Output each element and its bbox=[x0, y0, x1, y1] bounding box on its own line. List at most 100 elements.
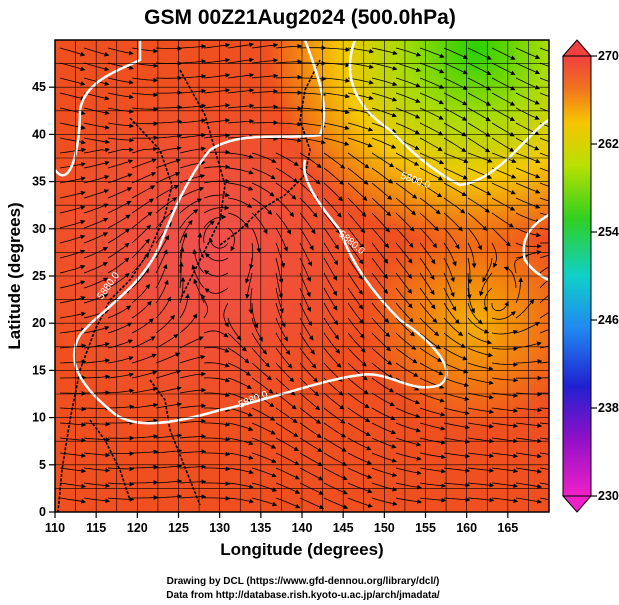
streamline bbox=[203, 346, 230, 353]
streamline bbox=[227, 467, 254, 475]
streamline bbox=[515, 47, 541, 59]
colorbar-tick-label: 246 bbox=[598, 313, 619, 327]
streamline bbox=[467, 122, 491, 137]
streamline bbox=[131, 92, 159, 98]
streamline bbox=[371, 317, 391, 338]
streamline bbox=[107, 305, 132, 319]
streamline bbox=[395, 407, 421, 419]
colorbar-tick-label: 238 bbox=[598, 401, 619, 415]
streamline bbox=[83, 62, 110, 72]
streamline bbox=[59, 280, 86, 289]
streamline bbox=[59, 47, 86, 57]
streamline bbox=[107, 257, 130, 274]
streamline bbox=[371, 152, 395, 168]
streamline bbox=[275, 362, 295, 383]
streamline bbox=[371, 47, 398, 56]
streamline bbox=[131, 386, 158, 394]
streamline bbox=[323, 167, 345, 185]
x-tick-label: 150 bbox=[374, 521, 395, 535]
streamline bbox=[323, 77, 351, 83]
streamline bbox=[491, 329, 518, 335]
streamline bbox=[59, 497, 87, 504]
streamline bbox=[227, 212, 249, 229]
streamline bbox=[179, 246, 185, 274]
streamline bbox=[203, 118, 231, 124]
streamline bbox=[395, 362, 419, 377]
streamline bbox=[443, 452, 471, 459]
streamline bbox=[371, 452, 397, 463]
streamline bbox=[395, 302, 414, 323]
streamline bbox=[419, 212, 439, 232]
streamline bbox=[107, 356, 134, 364]
streamline bbox=[491, 212, 515, 228]
streamline bbox=[371, 482, 398, 492]
streamline bbox=[204, 436, 231, 442]
streamline bbox=[491, 392, 519, 398]
streamline bbox=[204, 481, 231, 487]
streamline bbox=[108, 420, 135, 425]
streamline bbox=[131, 198, 155, 214]
streamline bbox=[371, 107, 397, 118]
streamline bbox=[395, 152, 420, 166]
colorbar-tick-label: 262 bbox=[598, 137, 619, 151]
streamline bbox=[539, 167, 549, 172]
streamline bbox=[371, 302, 390, 324]
streamline bbox=[83, 175, 110, 184]
streamline bbox=[483, 287, 493, 312]
streamline bbox=[59, 92, 86, 101]
streamline bbox=[155, 158, 181, 169]
streamline bbox=[347, 467, 373, 479]
streamline bbox=[491, 197, 516, 211]
streamline bbox=[539, 77, 549, 82]
streamline bbox=[539, 422, 549, 425]
streamline bbox=[491, 362, 519, 368]
streamline bbox=[227, 437, 254, 446]
streamline bbox=[347, 137, 373, 148]
streamline bbox=[155, 172, 181, 184]
streamline bbox=[227, 103, 255, 109]
streamline bbox=[443, 212, 463, 232]
streamline bbox=[419, 422, 446, 431]
streamline bbox=[131, 353, 157, 364]
streamline bbox=[419, 137, 443, 152]
streamline bbox=[155, 119, 183, 125]
streamline bbox=[275, 482, 301, 494]
streamline bbox=[467, 182, 492, 196]
colorbar: 230 238 246 254 262 270 bbox=[561, 39, 619, 513]
streamline bbox=[107, 481, 135, 487]
streamline bbox=[251, 377, 274, 394]
streamline bbox=[419, 227, 438, 249]
streamline bbox=[323, 467, 348, 481]
streamline bbox=[227, 42, 255, 49]
streamline bbox=[419, 497, 447, 503]
streamline bbox=[131, 77, 159, 83]
streamline bbox=[515, 152, 541, 164]
streamline bbox=[347, 182, 368, 201]
streamline bbox=[443, 152, 469, 164]
streamline bbox=[347, 302, 364, 325]
streamline bbox=[419, 317, 440, 337]
streamline bbox=[539, 467, 549, 470]
streamline bbox=[515, 452, 543, 459]
streamline bbox=[443, 497, 471, 503]
y-axis-ticks: 0 5 10 15 20 25 30 35 40 45 bbox=[32, 80, 55, 519]
streamline bbox=[275, 257, 284, 284]
y-tick-label: 10 bbox=[32, 411, 46, 425]
streamline bbox=[371, 137, 397, 149]
streamline bbox=[443, 482, 471, 488]
streamline bbox=[227, 482, 254, 489]
streamline bbox=[131, 224, 152, 244]
streamline bbox=[467, 212, 488, 231]
streamline bbox=[251, 167, 276, 180]
streamline bbox=[227, 407, 254, 417]
streamline bbox=[251, 88, 279, 94]
x-tick-label: 140 bbox=[292, 521, 313, 535]
streamline bbox=[539, 152, 549, 157]
streamline bbox=[251, 302, 259, 329]
streamline bbox=[275, 497, 301, 509]
x-tick-label: 130 bbox=[209, 521, 230, 535]
contour-5800 bbox=[348, 40, 549, 187]
streamline bbox=[347, 122, 374, 132]
streamline bbox=[179, 403, 207, 409]
streamline bbox=[131, 268, 150, 289]
